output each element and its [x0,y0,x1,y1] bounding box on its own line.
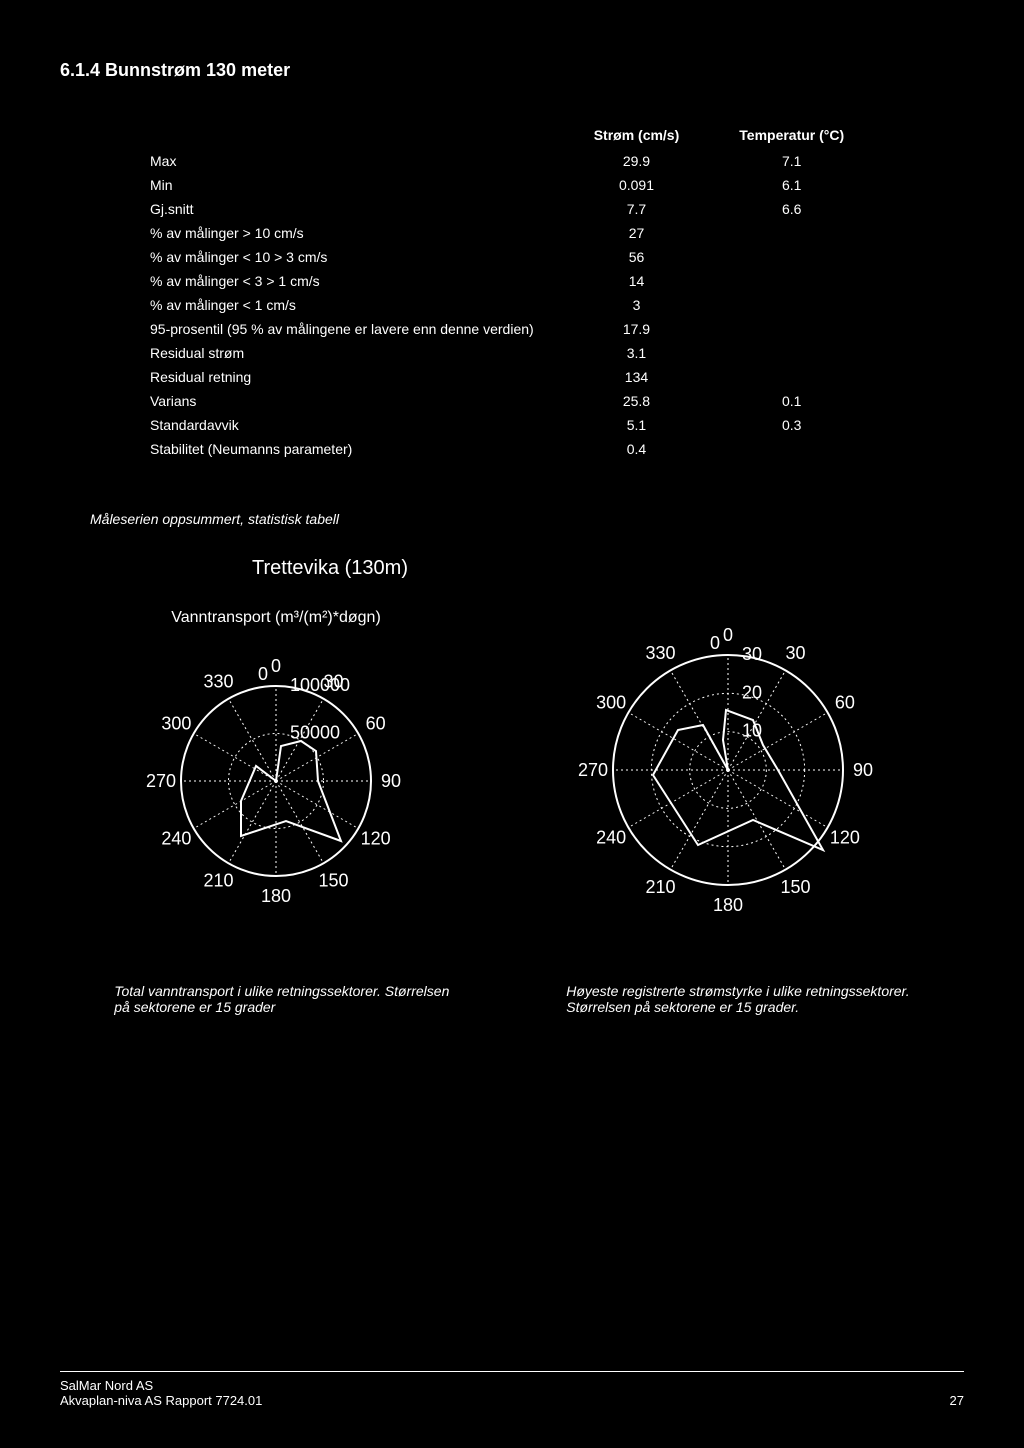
captions-row: Total vanntransport i ulike retningssekt… [60,983,964,1015]
row-label: Min [120,173,564,197]
table-row: Standardavvik5.10.3 [120,413,874,437]
row-label: % av målinger > 10 cm/s [120,221,564,245]
row-v1: 29.9 [564,149,710,173]
svg-text:0: 0 [710,633,720,653]
svg-text:20: 20 [742,682,762,702]
stats-table: Strøm (cm/s) Temperatur (°C) Max29.97.1M… [120,121,874,461]
row-v2: 7.1 [709,149,874,173]
svg-text:60: 60 [366,714,386,734]
row-v2: 6.1 [709,173,874,197]
svg-text:210: 210 [203,871,233,891]
row-label: Standardavvik [120,413,564,437]
svg-text:300: 300 [161,714,191,734]
row-v2 [709,221,874,245]
table-row: Varians25.80.1 [120,389,874,413]
chart2: 03060901201501802102402703003301020300 [548,600,908,943]
svg-text:210: 210 [645,877,675,897]
footer-line2: Akvaplan-niva AS Rapport 7724.01 [60,1393,262,1408]
section-heading: 6.1.4 Bunnstrøm 130 meter [60,60,964,81]
row-label: 95-prosentil (95 % av målingene er laver… [120,317,564,341]
row-v1: 7.7 [564,197,710,221]
table-row: 95-prosentil (95 % av målingene er laver… [120,317,874,341]
svg-text:30: 30 [785,643,805,663]
row-v1: 56 [564,245,710,269]
svg-text:270: 270 [578,760,608,780]
svg-text:180: 180 [713,895,743,915]
svg-text:90: 90 [381,771,401,791]
table-row: Max29.97.1 [120,149,874,173]
row-v1: 0.4 [564,437,710,461]
svg-text:270: 270 [146,771,176,791]
row-v2 [709,245,874,269]
row-label: Max [120,149,564,173]
svg-text:0: 0 [258,664,268,684]
row-v1: 17.9 [564,317,710,341]
row-label: % av målinger < 1 cm/s [120,293,564,317]
row-v2 [709,341,874,365]
svg-text:180: 180 [261,886,291,906]
col1-header: Strøm (cm/s) [564,121,710,149]
row-v1: 0.091 [564,173,710,197]
row-v2 [709,269,874,293]
table-row: Residual strøm3.1 [120,341,874,365]
chart-row: Vanntransport (m³/(m²)*døgn) 0 30 60 90 120 1… [60,600,964,943]
svg-text:120: 120 [361,829,391,849]
row-v2 [709,437,874,461]
row-label: Stabilitet (Neumanns parameter) [120,437,564,461]
table-row: Gj.snitt7.76.6 [120,197,874,221]
page-footer: SalMar Nord AS Akvaplan-niva AS Rapport … [60,1371,964,1408]
stats-caption: Måleserien oppsummert, statistisk tabell [90,511,964,527]
row-label: Gj.snitt [120,197,564,221]
svg-text:240: 240 [161,829,191,849]
table-row: % av målinger < 10 > 3 cm/s56 [120,245,874,269]
svg-text:150: 150 [780,877,810,897]
svg-text:30: 30 [742,644,762,664]
row-v1: 5.1 [564,413,710,437]
caption1: Total vanntransport i ulike retningssekt… [114,983,458,1015]
chart1: Vanntransport (m³/(m²)*døgn) 03060901201… [116,609,436,934]
row-label: Residual strøm [120,341,564,365]
table-row: % av målinger < 1 cm/s3 [120,293,874,317]
chart-area-title: Trettevika (130m) [120,557,540,580]
row-v1: 27 [564,221,710,245]
table-row: Residual retning134 [120,365,874,389]
svg-text:150: 150 [318,871,348,891]
table-row: % av målinger > 10 cm/s27 [120,221,874,245]
row-v1: 134 [564,365,710,389]
row-v2: 0.3 [709,413,874,437]
svg-text:90: 90 [853,760,873,780]
chart1-subtitle: Vanntransport (m³/(m²)*døgn) [116,609,436,627]
caption2: Høyeste registrerte strømstyrke i ulike … [566,983,910,1015]
row-v1: 25.8 [564,389,710,413]
row-v2 [709,293,874,317]
svg-text:330: 330 [645,643,675,663]
row-v1: 14 [564,269,710,293]
row-label: Residual retning [120,365,564,389]
row-v1: 3.1 [564,341,710,365]
svg-text:300: 300 [596,693,626,713]
row-label: Varians [120,389,564,413]
row-v2: 0.1 [709,389,874,413]
page-number: 27 [950,1393,964,1408]
row-v1: 3 [564,293,710,317]
svg-text:330: 330 [203,671,233,691]
svg-text:240: 240 [596,828,626,848]
table-row: Stabilitet (Neumanns parameter)0.4 [120,437,874,461]
row-label: % av målinger < 3 > 1 cm/s [120,269,564,293]
table-row: % av målinger < 3 > 1 cm/s14 [120,269,874,293]
footer-line1: SalMar Nord AS [60,1378,262,1393]
svg-text:0: 0 [271,656,281,676]
row-v2: 6.6 [709,197,874,221]
svg-text:50000: 50000 [290,723,340,743]
svg-text:120: 120 [830,828,860,848]
col2-header: Temperatur (°C) [709,121,874,149]
table-row: Min0.0916.1 [120,173,874,197]
row-label: % av målinger < 10 > 3 cm/s [120,245,564,269]
svg-text:100000: 100000 [290,675,350,695]
row-v2 [709,365,874,389]
svg-text:60: 60 [835,693,855,713]
svg-text:0: 0 [723,625,733,645]
row-v2 [709,317,874,341]
